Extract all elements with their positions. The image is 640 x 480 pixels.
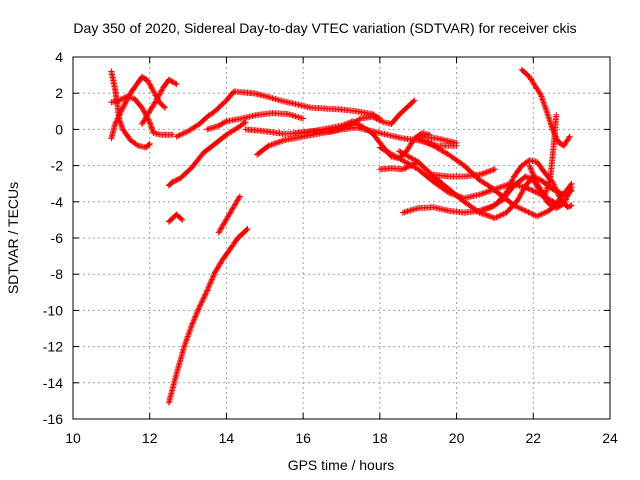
x-axis-label: GPS time / hours [288, 457, 395, 473]
x-tick-label: 24 [602, 430, 618, 446]
y-tick-label: -12 [43, 339, 63, 355]
data-track [165, 225, 251, 406]
data-track [165, 211, 186, 225]
x-tick-label: 22 [525, 430, 541, 446]
y-tick-label: -2 [51, 158, 64, 174]
data-track [165, 119, 249, 189]
x-tick-label: 16 [295, 430, 311, 446]
y-tick-labels: 4 2 0 -2 -4 -6 -8 -10 -12 -14 -16 [43, 49, 63, 427]
y-tick-label: -8 [51, 266, 64, 282]
data-points [108, 66, 575, 406]
data-track [173, 88, 383, 140]
y-tick-label: 4 [55, 49, 63, 65]
x-tick-labels: 10 12 14 16 18 20 22 24 [65, 430, 618, 446]
x-tick-label: 20 [449, 430, 465, 446]
data-track [415, 133, 460, 146]
data-track [292, 97, 418, 136]
data-track [204, 110, 307, 133]
axis-ticks [72, 56, 611, 420]
x-tick-label: 10 [65, 430, 81, 446]
data-track [476, 173, 575, 214]
y-tick-label: 2 [55, 85, 63, 101]
x-tick-label: 18 [372, 430, 388, 446]
data-track [139, 76, 180, 127]
chart-title: Day 350 of 2020, Sidereal Day-to-day VTE… [73, 20, 576, 36]
y-tick-label: -16 [43, 411, 63, 427]
y-tick-label: -14 [43, 375, 63, 391]
y-tick-label: -10 [43, 302, 63, 318]
x-tick-label: 14 [219, 430, 235, 446]
y-axis-label: SDTVAR / TECUs [5, 182, 21, 294]
x-tick-label: 12 [142, 430, 158, 446]
data-track [518, 66, 573, 149]
y-tick-label: 0 [55, 121, 63, 137]
data-track [430, 166, 498, 180]
y-tick-label: -4 [51, 194, 64, 210]
y-tick-label: -6 [51, 230, 64, 246]
data-track [215, 193, 243, 236]
